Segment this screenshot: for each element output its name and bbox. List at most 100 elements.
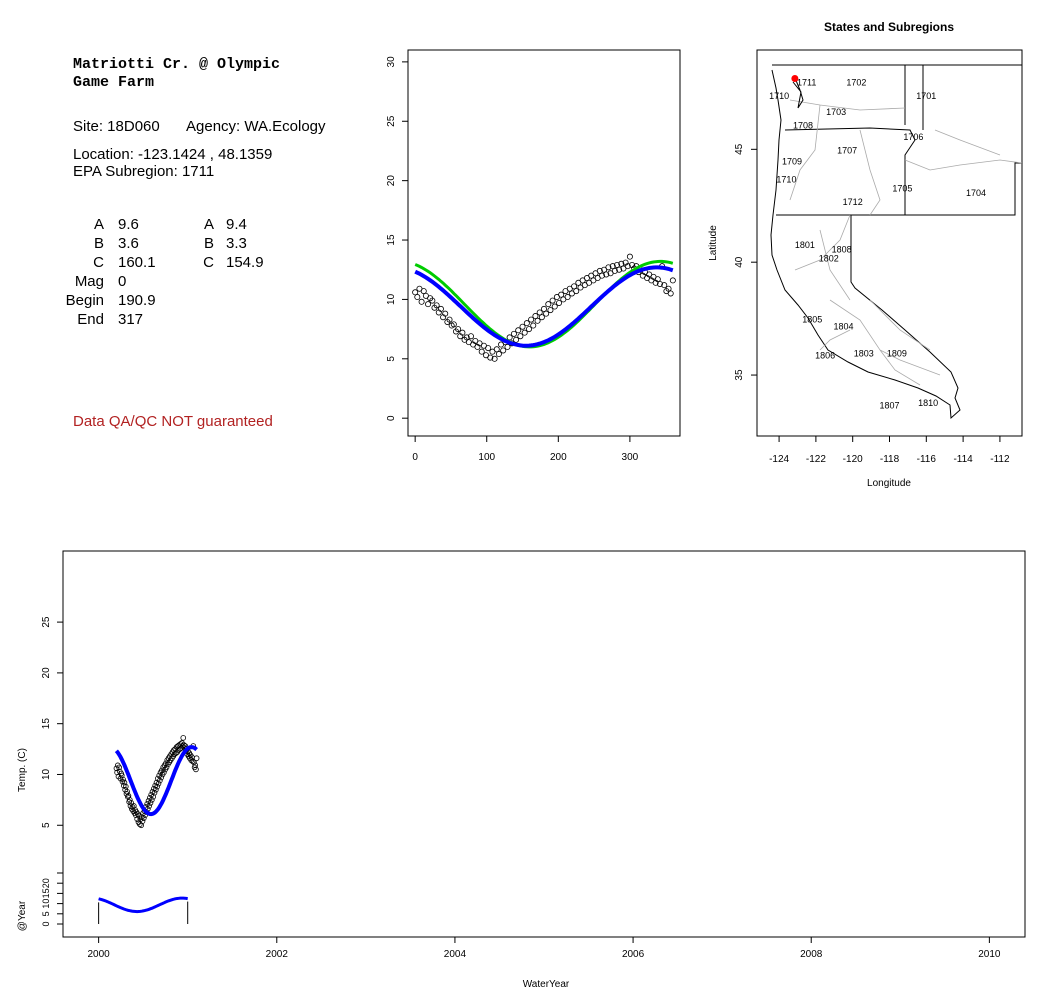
data-point (568, 290, 575, 297)
param-value: 190.9 (118, 292, 156, 309)
ts-data-point (147, 800, 154, 806)
ts-data-point (154, 783, 160, 790)
ts-data-point (184, 751, 191, 757)
y-tick-label: 10 (386, 293, 397, 305)
data-point (543, 310, 550, 317)
ts-data-point (191, 759, 197, 766)
map-y-tick-label: 45 (734, 143, 745, 155)
data-point (650, 273, 657, 280)
data-point (483, 352, 490, 359)
data-point (495, 351, 502, 358)
ts-data-point (178, 745, 185, 751)
ts-data-point (123, 790, 130, 797)
data-point (448, 322, 455, 329)
ts-data-point (171, 747, 177, 753)
ts-data-point (137, 816, 144, 822)
param-label: A (93, 216, 104, 233)
ts-data-point (142, 812, 148, 818)
subregion-label: 1804 (833, 321, 853, 331)
param-label: C (203, 254, 214, 271)
ts-x-tick-label: 2004 (444, 949, 467, 960)
data-point (648, 277, 655, 284)
data-point (590, 277, 597, 284)
data-point (476, 340, 483, 347)
strip-y-tick-label: 10 (41, 899, 51, 909)
ts-data-point (132, 807, 138, 813)
ts-data-point (119, 778, 126, 785)
ts-data-point (188, 757, 195, 764)
ts-data-point (157, 777, 163, 784)
data-point (418, 298, 425, 305)
map-basemap (770, 64, 1023, 420)
subregion-label: 1708 (793, 120, 813, 130)
ts-data-point (160, 764, 167, 771)
ts-data-point (120, 782, 127, 789)
map-y-label: Latitude (708, 225, 719, 261)
data-point (508, 340, 515, 347)
data-point (450, 321, 457, 328)
subregion-label: 1801 (795, 240, 815, 250)
ts-data-point (143, 804, 149, 810)
ts-data-point (114, 769, 120, 776)
data-point (510, 330, 517, 337)
ts-data-point (189, 754, 195, 761)
x-tick-label: 300 (622, 452, 639, 463)
ts-data-point (129, 806, 135, 812)
data-point (461, 336, 468, 343)
data-point (412, 289, 419, 296)
ts-data-point (128, 800, 134, 806)
ts-data-point (179, 743, 186, 749)
ts-data-point (149, 788, 156, 795)
data-point (573, 288, 580, 295)
subregion-label: 1810 (918, 398, 938, 408)
subregion-label: 1703 (826, 107, 846, 117)
data-point (478, 348, 485, 355)
data-point (452, 328, 459, 335)
data-point (605, 264, 612, 271)
puget-sound (792, 77, 804, 109)
ts-data-point (152, 782, 158, 789)
fit-curve (414, 265, 674, 348)
ts-data-point (156, 772, 163, 779)
data-point (566, 285, 573, 292)
ts-data-point (129, 804, 136, 810)
ts-y-tick-label: 5 (41, 822, 52, 828)
ts-data-point (187, 755, 193, 762)
ts-data-point (161, 769, 167, 776)
data-point (620, 265, 627, 272)
subregion-label: 1706 (903, 132, 923, 142)
ts-data-point (145, 806, 151, 812)
timeseries-plot-frame (62, 550, 1026, 938)
data-point (506, 334, 513, 341)
subregion-label: 1709 (782, 157, 802, 167)
subregion-label: 1803 (854, 348, 874, 358)
ts-x-tick-label: 2010 (978, 949, 1001, 960)
ts-data-point (173, 750, 179, 756)
data-point (538, 314, 545, 321)
ts-data-point (158, 774, 165, 781)
subregion-label: 1711 (797, 78, 816, 88)
data-point (502, 339, 509, 346)
data-point (667, 290, 674, 297)
data-point (541, 305, 548, 312)
subregion-boundaries (789, 99, 1023, 386)
ts-data-point (153, 779, 160, 786)
ts-y-tick-label: 10 (41, 768, 52, 780)
data-point (571, 283, 578, 290)
y-tick-label: 20 (386, 175, 397, 187)
ts-data-point (130, 808, 136, 814)
fit-curve (414, 259, 674, 349)
data-point (618, 260, 625, 267)
param-value: 3.3 (226, 235, 247, 252)
data-point (500, 347, 507, 354)
subregion-label: 1710 (776, 175, 796, 185)
data-point (440, 314, 447, 321)
data-point (635, 269, 642, 276)
data-point (474, 343, 481, 350)
ts-data-point (115, 773, 122, 780)
data-point (661, 282, 668, 289)
data-point (601, 266, 608, 273)
ts-data-point (168, 751, 175, 757)
data-point (669, 277, 676, 284)
ts-data-point (176, 742, 183, 748)
